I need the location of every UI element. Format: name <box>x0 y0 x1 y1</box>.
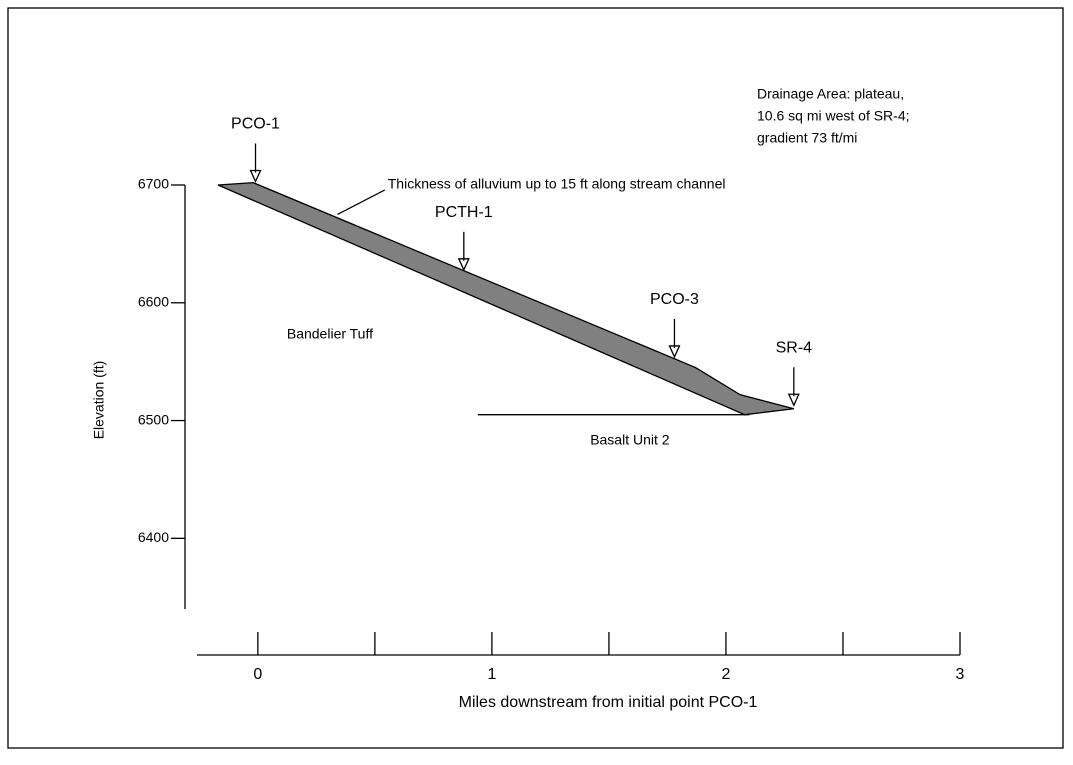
x-axis-title: Miles downstream from initial point PCO-… <box>459 694 758 711</box>
frame <box>7 7 1064 749</box>
x-tick-label: 1 <box>487 666 496 683</box>
well-label: PCO-1 <box>231 116 280 133</box>
y-tick-label: 6600 <box>138 293 169 309</box>
well-label: PCTH-1 <box>435 204 493 221</box>
note-line: gradient 73 ft/mi <box>757 130 857 146</box>
well-label: PCO-3 <box>650 291 699 308</box>
x-tick-label: 3 <box>956 666 965 683</box>
well-arrowhead <box>249 169 262 184</box>
y-axis-title: Elevation (ft) <box>91 361 107 440</box>
y-tick-label: 6400 <box>138 529 169 545</box>
x-tick-label: 0 <box>253 666 262 683</box>
y-tick-label: 6500 <box>138 411 169 427</box>
well-label: SR-4 <box>776 339 813 356</box>
note-line: Drainage Area: plateau, <box>757 86 904 102</box>
annotation-pointer <box>337 189 386 216</box>
annotation: Thickness of alluvium up to 15 ft along … <box>388 176 726 192</box>
well-arrowhead <box>787 393 800 407</box>
well-arrowhead <box>668 345 681 359</box>
y-tick-label: 6700 <box>138 176 169 192</box>
profile-edge <box>218 181 794 410</box>
x-tick-label: 2 <box>721 666 730 683</box>
alluvium-area <box>218 182 794 415</box>
annotation: Bandelier Tuff <box>287 325 373 341</box>
note-line: 10.6 sq mi west of SR-4; <box>757 108 910 124</box>
well-arrowhead <box>457 258 470 272</box>
annotation: Basalt Unit 2 <box>590 431 670 447</box>
